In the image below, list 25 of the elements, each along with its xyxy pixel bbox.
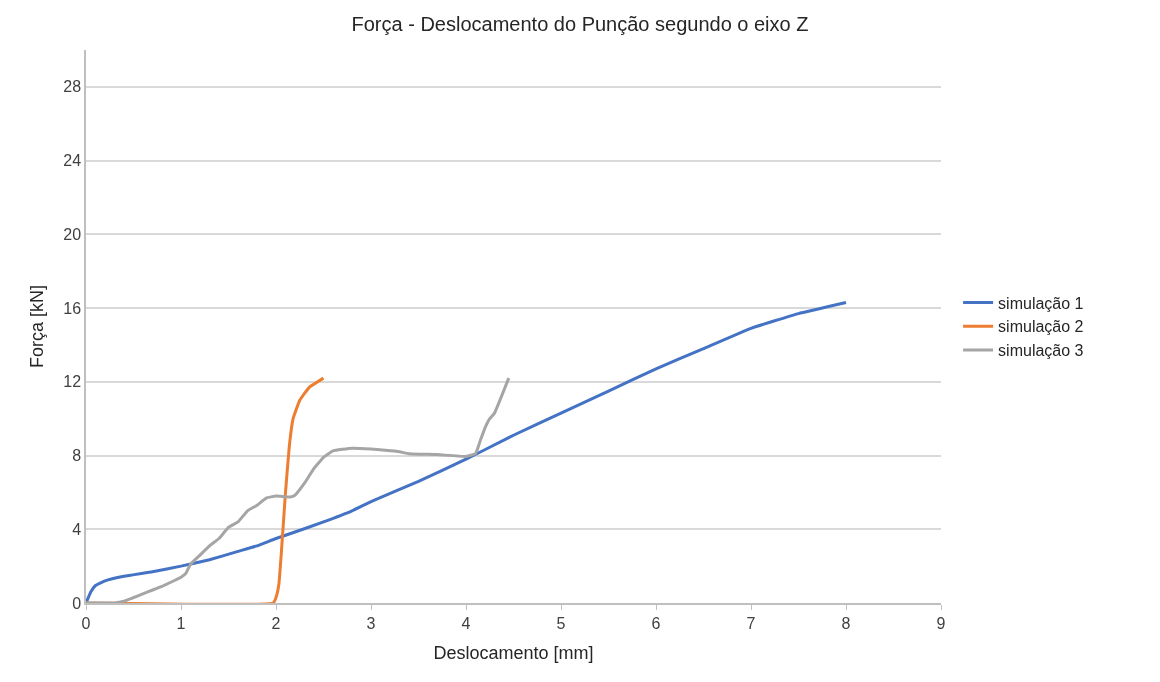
- chart-title: Força - Deslocamento do Punção segundo o eixo Z: [351, 13, 809, 36]
- line-series: [86, 376, 511, 603]
- x-tick-label: 3: [366, 614, 376, 632]
- y-tick-label: 28: [63, 78, 82, 96]
- y-tick-label: 4: [72, 520, 82, 538]
- x-tick-label: 9: [936, 614, 946, 632]
- legend-label: simulação 1: [998, 294, 1084, 312]
- y-tick-label: 16: [63, 299, 82, 317]
- y-tick-label: 0: [72, 594, 82, 612]
- y-axis-title: Força [kN]: [26, 284, 47, 369]
- x-axis-title: Deslocamento [mm]: [433, 642, 594, 663]
- x-tick-label: 7: [746, 614, 756, 632]
- y-tick-label: 8: [72, 447, 82, 465]
- x-tick-label: 2: [271, 614, 281, 632]
- y-tick-label: 20: [63, 225, 82, 243]
- x-tick-label: 4: [461, 614, 471, 632]
- x-tick-label: 5: [556, 614, 566, 632]
- line-series: [86, 301, 848, 603]
- x-tick-label: 1: [176, 614, 186, 632]
- y-tick-label: 12: [63, 373, 82, 391]
- legend-label: simulação 2: [998, 318, 1084, 336]
- x-tick-label: 8: [841, 614, 851, 632]
- y-tick-label: 24: [63, 152, 82, 170]
- x-tick-label: 6: [651, 614, 661, 632]
- legend-label: simulação 3: [998, 342, 1084, 360]
